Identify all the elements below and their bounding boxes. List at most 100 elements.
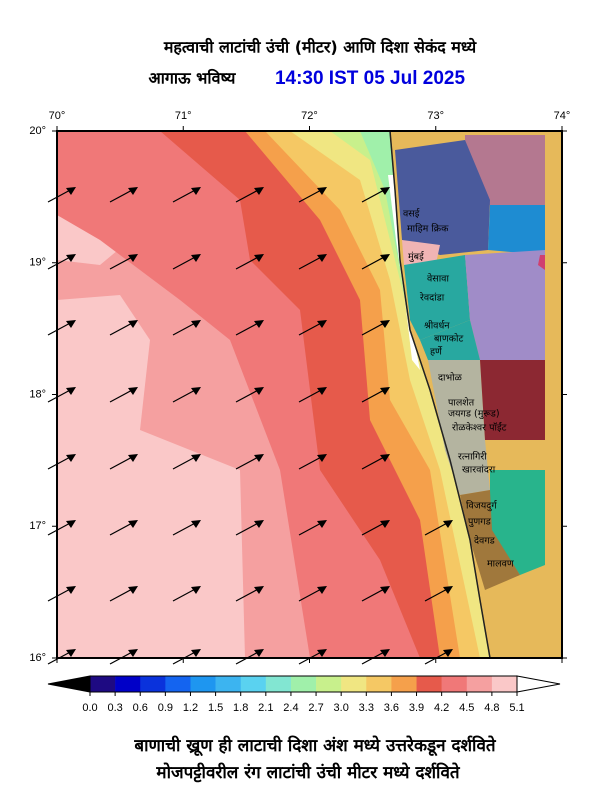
arrow-head [443, 520, 453, 528]
place-label: जयगड (मुरूड) [448, 409, 500, 420]
arrow-head [191, 649, 201, 657]
arrow-head [380, 520, 390, 528]
colorbar-label: 3.0 [334, 702, 349, 714]
arrow-head [66, 387, 76, 395]
arrow-head [443, 586, 453, 594]
y-tick-label: 19° [29, 257, 46, 269]
colorbar-swatch [90, 676, 116, 692]
axes: 70° 71° 72° 73° 74° 20° 19° 18° 17° 16° [29, 110, 570, 664]
district [428, 360, 490, 495]
arrow-head [66, 586, 76, 594]
colorbar-label: 1.8 [233, 702, 248, 714]
district [404, 255, 470, 340]
colorbar-label: 5.1 [509, 702, 524, 714]
colorbar-swatch [391, 676, 417, 692]
x-tick-label: 74° [554, 110, 571, 122]
place-label: रत्नागिरी [458, 451, 487, 463]
arrow-head [317, 520, 327, 528]
colorbar-swatch [316, 676, 342, 692]
arrow-head [128, 387, 138, 395]
colorbar-frame [89, 675, 518, 693]
district [395, 140, 490, 255]
arrow-head [317, 254, 327, 262]
arrow-head [66, 649, 76, 657]
arrow-head [317, 187, 327, 195]
arrow-head [380, 454, 390, 462]
arrow-head [191, 387, 201, 395]
subtitle: आगाऊ भविष्य [149, 69, 237, 88]
arrow-head [66, 520, 76, 528]
arrow-head [128, 320, 138, 328]
y-tick-label: 16° [29, 652, 46, 664]
colorbar-label: 3.6 [384, 702, 399, 714]
colorbar-swatch [140, 676, 166, 692]
place-label: पालशेत [448, 397, 475, 409]
colorbar-label: 1.2 [183, 702, 198, 714]
colorbar-swatch [165, 676, 191, 692]
colorbar-over [516, 675, 561, 693]
footer-note: मोजपट्टीवरील रंग लाटांची उंची मीटर मध्ये… [155, 762, 460, 783]
arrow-head [380, 387, 390, 395]
arrow-head [380, 586, 390, 594]
arrow-head [254, 649, 264, 657]
arrow-head [66, 187, 76, 195]
arrow-head [254, 520, 264, 528]
place-label: माहिम क्रिक [407, 223, 449, 235]
arrow-head [128, 586, 138, 594]
district [460, 490, 520, 590]
arrow-head [254, 586, 264, 594]
arrow-head [380, 254, 390, 262]
place-label: बाणकोट [434, 333, 464, 345]
arrow-head [128, 187, 138, 195]
colorbar-under [47, 675, 91, 693]
colorbar-swatch [466, 676, 493, 692]
arrow-head [317, 454, 327, 462]
district [465, 250, 545, 360]
arrow-head [191, 520, 201, 528]
colorbar-swatch [416, 676, 442, 692]
place-label: रेवदांडा [420, 292, 445, 304]
place-label: मुंबई [408, 251, 425, 263]
colorbar-swatch [190, 676, 216, 692]
colorbar-swatch [290, 676, 317, 692]
land [389, 130, 563, 659]
x-tick-label: 71° [175, 110, 192, 122]
arrow-head [128, 254, 138, 262]
place-label: खारवांदरा [462, 465, 496, 476]
y-tick-label: 20° [29, 125, 46, 137]
colorbar-label: 3.3 [359, 702, 374, 714]
colorbar-label: 2.4 [283, 702, 298, 714]
colorbar-swatch [240, 676, 267, 692]
wave-arrows [47, 187, 453, 665]
arrow-head [380, 320, 390, 328]
arrow-head [254, 454, 264, 462]
arrow-head [128, 454, 138, 462]
arrow-head [254, 387, 264, 395]
arrow-head [317, 649, 327, 657]
colorbar-swatch [341, 676, 367, 692]
x-tick-label: 73° [427, 110, 444, 122]
district [538, 255, 545, 270]
arrow-head [191, 586, 201, 594]
arrow-head [317, 586, 327, 594]
arrow-head [254, 254, 264, 262]
arrow-head [191, 454, 201, 462]
arrow-head [380, 187, 390, 195]
arrow-head [66, 320, 76, 328]
colorbar-swatch [366, 676, 392, 692]
place-label: रोळकेश्वर पॉईंट [452, 422, 507, 434]
arrow-head [254, 187, 264, 195]
arrow-head [191, 254, 201, 262]
arrow-head [191, 320, 201, 328]
place-label: श्रीवर्धन [424, 320, 450, 332]
colorbar-label: 0.9 [158, 702, 173, 714]
colorbar-label: 0.3 [107, 702, 122, 714]
colorbar-label: 4.8 [484, 702, 499, 714]
x-tick-label: 70° [49, 110, 66, 122]
district [465, 135, 545, 205]
colorbar-swatch [441, 676, 468, 692]
colorbar-label: 0.0 [82, 702, 97, 714]
arrow-head [191, 187, 201, 195]
colorbar-label: 3.9 [409, 702, 424, 714]
